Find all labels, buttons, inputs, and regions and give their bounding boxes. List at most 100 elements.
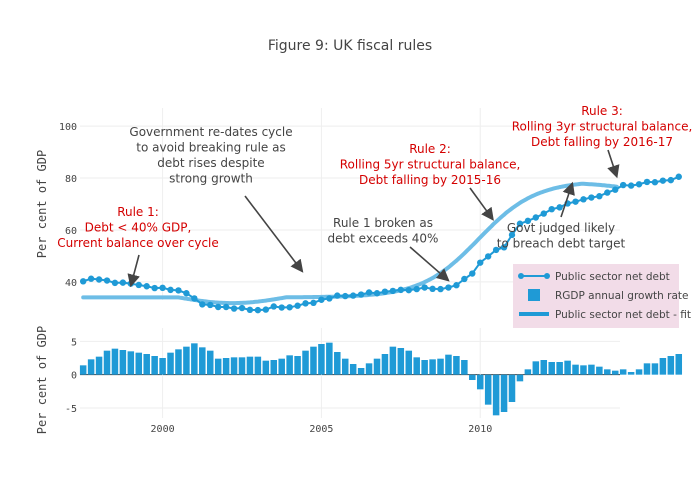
- growth-bar: [79, 365, 87, 375]
- growth-bar: [397, 348, 405, 375]
- debt-point: [95, 276, 103, 283]
- debt-point: [588, 194, 595, 201]
- debt-point: [87, 275, 95, 282]
- growth-bar: [167, 352, 174, 375]
- debt-point: [246, 306, 254, 314]
- debt-series: [79, 173, 682, 314]
- growth-bar: [87, 359, 95, 375]
- growth-bar: [675, 354, 683, 375]
- growth-bar: [437, 358, 444, 375]
- debt-point: [294, 302, 301, 309]
- growth-y-tick-label: 5: [71, 337, 77, 348]
- x-tick-label: 2005: [309, 424, 333, 435]
- debt-point: [214, 303, 222, 311]
- debt-point: [405, 286, 412, 294]
- debt-point: [342, 292, 349, 300]
- annotation-rule2-line: Rule 2:: [409, 142, 451, 156]
- growth-bar: [103, 350, 111, 375]
- debt-point: [143, 283, 150, 290]
- growth-bar: [302, 350, 309, 375]
- debt-point: [159, 284, 166, 292]
- growth-bar: [643, 363, 651, 375]
- debt-point: [596, 193, 603, 200]
- axes: 40 60 80 100 -5 0 5 2000 2005 2010: [59, 122, 492, 435]
- growth-bar: [135, 352, 143, 375]
- annotation-rule2-line: Debt falling by 2015-16: [359, 173, 501, 187]
- growth-bar: [516, 374, 524, 382]
- annotation-arrow-rule2: [469, 187, 494, 221]
- growth-bar: [199, 347, 206, 375]
- growth-bar: [206, 350, 214, 375]
- debt-point: [484, 253, 492, 260]
- growth-bar: [270, 360, 278, 375]
- growth-bar: [159, 358, 166, 375]
- growth-bar: [143, 354, 150, 375]
- chart-title: Figure 9: UK fiscal rules: [268, 38, 432, 54]
- growth-bar: [373, 358, 381, 375]
- growth-bar: [445, 354, 452, 375]
- debt-point: [572, 198, 579, 205]
- debt-point: [135, 281, 142, 289]
- growth-bar: [469, 374, 476, 380]
- growth-bar: [381, 354, 389, 375]
- annotation-arrow-govt: [560, 181, 575, 218]
- growth-bar: [175, 349, 182, 375]
- growth-bar: [484, 374, 492, 405]
- growth-bar: [318, 344, 325, 375]
- annotation-arrow-rule3: [607, 149, 620, 179]
- debt-point: [381, 288, 389, 295]
- growth-bar: [461, 360, 468, 375]
- debt-point: [619, 181, 627, 189]
- debt-point: [349, 292, 357, 299]
- debt-point: [445, 284, 452, 291]
- annotation-broken-line: Rule 1 broken as: [333, 216, 433, 230]
- growth-bar: [389, 346, 397, 375]
- debt-point: [612, 186, 619, 193]
- growth-bar: [580, 365, 587, 375]
- growth-bar: [611, 370, 619, 375]
- debt-point: [524, 217, 532, 225]
- debt-y-tick-label: 100: [59, 122, 77, 133]
- growth-bar: [596, 366, 603, 375]
- debt-point: [262, 306, 270, 313]
- debt-point: [238, 304, 246, 312]
- annotation-govt-line: to breach debt target: [497, 237, 626, 251]
- growth-bar: [524, 369, 532, 375]
- debt-point: [326, 295, 333, 302]
- growth-bar: [659, 358, 667, 375]
- debt-line: [82, 175, 680, 312]
- debt-point: [79, 278, 87, 285]
- debt-point: [651, 179, 659, 186]
- growth-bar: [365, 363, 373, 375]
- annotation-rule3-line: Rule 3:: [581, 104, 623, 118]
- growth-bar: [214, 358, 222, 375]
- debt-y-tick-label: 80: [65, 174, 77, 185]
- annotation-rule3-line: Rolling 3yr structural balance,: [512, 120, 693, 134]
- growth-bar: [357, 368, 365, 375]
- debt-point: [373, 290, 381, 297]
- growth-bar: [191, 343, 198, 375]
- growth-bar: [627, 372, 635, 375]
- legend-item-label: Public sector net debt - fit: [555, 309, 691, 321]
- debt-point: [151, 284, 158, 292]
- debt-y-label: Per cent of GDP: [35, 150, 49, 258]
- growth-bar: [413, 357, 420, 375]
- debt-point: [334, 292, 341, 299]
- annotations: Rule 1: Debt < 40% GDP,Current balance ov…: [57, 104, 693, 288]
- debt-point: [437, 285, 444, 293]
- debt-point: [199, 301, 206, 308]
- debt-point: [397, 286, 405, 294]
- annotation-rule1-line: Debt < 40% GDP,: [85, 221, 192, 235]
- growth-y-tick-label: -5: [65, 404, 77, 415]
- debt-point: [516, 220, 524, 227]
- growth-bar: [572, 364, 579, 375]
- growth-bar: [421, 360, 428, 375]
- legend-debt-marker: [544, 273, 550, 279]
- debt-point: [207, 301, 214, 309]
- debt-point: [532, 214, 540, 221]
- annotation-redate-line: to avoid breaking rule as: [136, 141, 285, 155]
- debt-point: [310, 299, 317, 307]
- debt-point: [421, 284, 428, 291]
